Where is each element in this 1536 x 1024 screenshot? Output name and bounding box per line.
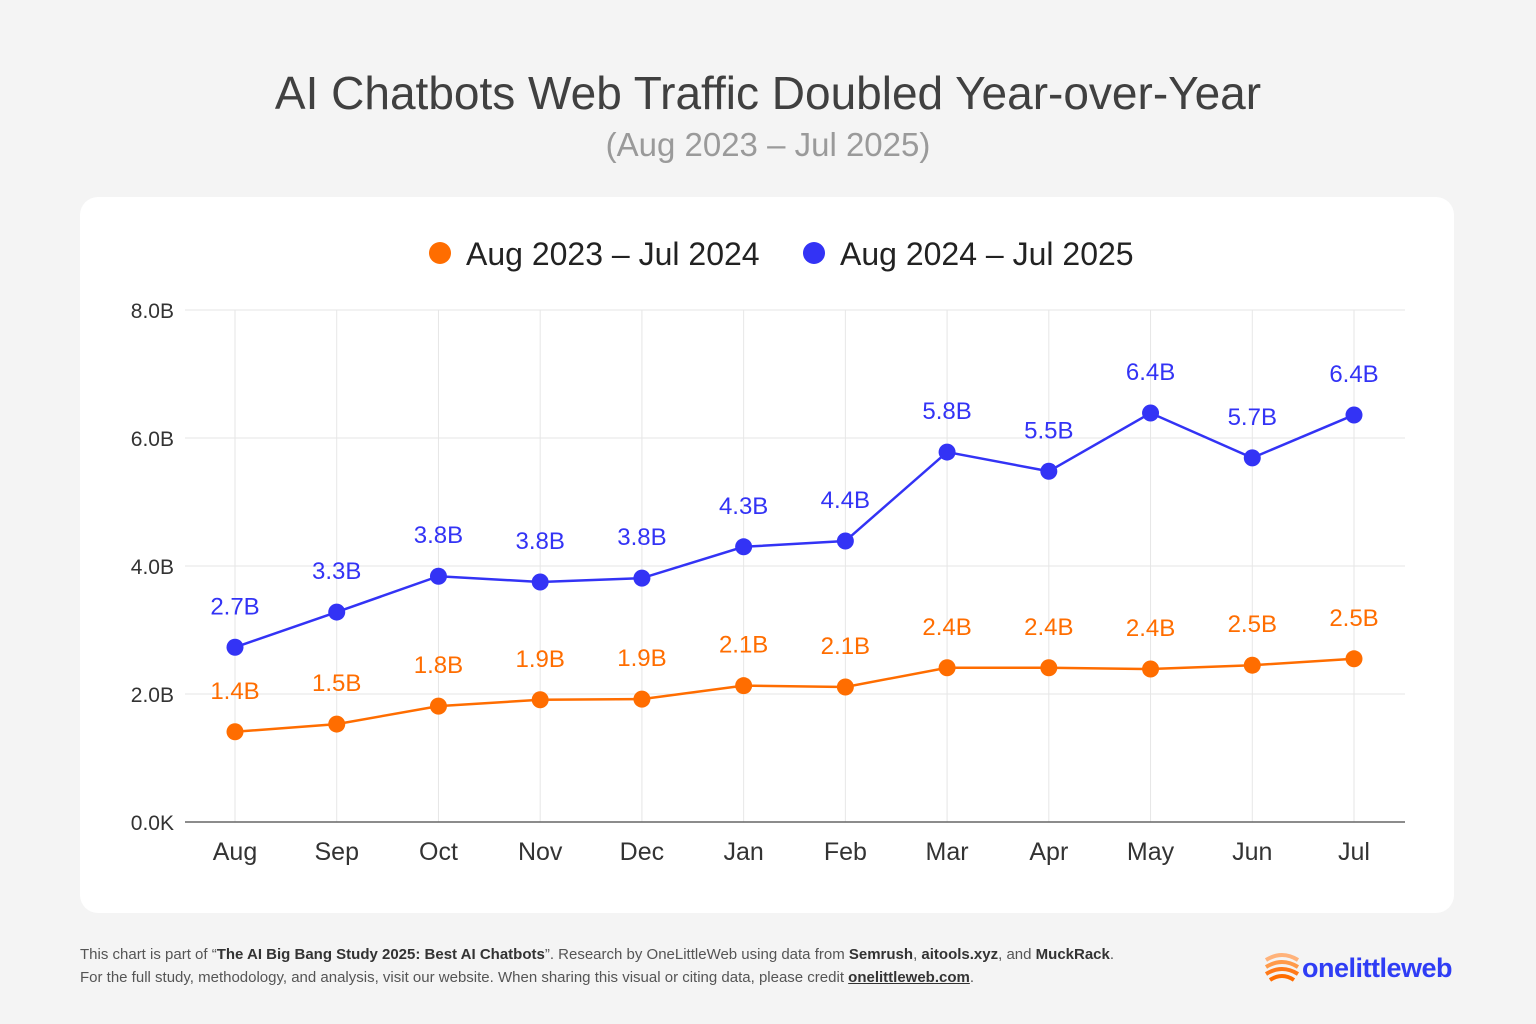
y-tick-label: 6.0B	[131, 428, 174, 451]
x-tick-label: Apr	[1029, 838, 1068, 866]
data-point	[226, 723, 244, 741]
data-label: 2.7B	[210, 593, 259, 620]
y-tick-label: 4.0B	[131, 556, 174, 579]
logo-mark-icon	[1264, 953, 1300, 982]
data-point	[1040, 659, 1058, 677]
legend-marker	[803, 242, 825, 264]
data-label: 2.5B	[1228, 611, 1277, 638]
data-point	[1142, 660, 1160, 678]
data-point	[735, 677, 753, 695]
footer-note: This chart is part of “The AI Big Bang S…	[80, 943, 1114, 989]
data-point	[633, 569, 651, 587]
data-label: 3.8B	[617, 524, 666, 551]
data-label: 3.8B	[515, 528, 564, 555]
data-label: 4.4B	[821, 487, 870, 514]
data-label: 2.1B	[821, 633, 870, 660]
data-label: 2.5B	[1329, 605, 1378, 632]
data-point	[633, 690, 651, 708]
data-point	[328, 715, 346, 733]
data-point	[836, 532, 854, 550]
data-point	[531, 691, 549, 709]
series-line	[234, 411, 1355, 649]
data-label: 2.4B	[1024, 614, 1073, 641]
chart-subtitle: (Aug 2023 – Jul 2025)	[605, 126, 931, 163]
data-label: 1.9B	[617, 645, 666, 672]
footer-line-1: This chart is part of “The AI Big Bang S…	[80, 946, 1115, 963]
data-point	[1040, 462, 1058, 480]
legend-label: Aug 2024 – Jul 2025	[840, 236, 1134, 272]
data-point	[1243, 449, 1261, 467]
data-label: 2.1B	[719, 632, 768, 659]
data-label: 1.4B	[210, 678, 259, 705]
data-point	[429, 567, 447, 585]
x-tick-label: May	[1127, 838, 1175, 866]
onelittleweb-logo: onelittleweb	[1262, 950, 1453, 986]
data-label: 1.9B	[515, 646, 564, 673]
chart-title: AI Chatbots Web Traffic Doubled Year-ove…	[274, 67, 1262, 119]
data-point	[735, 538, 753, 556]
x-tick-label: Jun	[1232, 838, 1272, 866]
data-label: 6.4B	[1126, 359, 1175, 386]
data-label: 6.4B	[1329, 361, 1378, 388]
x-tick-label: Dec	[620, 838, 664, 866]
data-label: 2.4B	[1126, 615, 1175, 642]
y-tick-label: 8.0B	[131, 300, 174, 323]
data-label: 5.5B	[1024, 417, 1073, 444]
x-tick-label: Feb	[824, 838, 867, 866]
data-label: 4.3B	[719, 493, 768, 520]
data-point	[1345, 650, 1363, 668]
data-label: 5.7B	[1228, 404, 1277, 431]
data-point	[429, 697, 447, 715]
data-label: 5.8B	[922, 398, 971, 425]
x-tick-label: Sep	[314, 838, 358, 866]
chart-card	[80, 197, 1454, 913]
legend-marker	[429, 242, 451, 264]
data-point	[938, 443, 956, 461]
data-point	[938, 659, 956, 677]
data-point	[1345, 406, 1363, 424]
footer-line-2: For the full study, methodology, and ana…	[80, 969, 975, 986]
x-tick-label: Mar	[926, 838, 969, 866]
data-point	[226, 638, 244, 656]
data-point	[836, 678, 854, 696]
x-tick-label: Aug	[213, 838, 257, 866]
x-tick-label: Jul	[1338, 838, 1370, 866]
x-tick-label: Oct	[419, 838, 458, 866]
data-label: 1.5B	[312, 670, 361, 697]
data-label: 3.3B	[312, 558, 361, 585]
data-label: 3.8B	[414, 522, 463, 549]
logo-text: onelittleweb	[1302, 952, 1453, 983]
y-tick-label: 0.0K	[131, 812, 174, 835]
series-line	[234, 657, 1355, 734]
y-tick-label: 2.0B	[131, 684, 174, 707]
data-label: 1.8B	[414, 652, 463, 679]
data-label: 2.4B	[922, 614, 971, 641]
data-point	[1243, 656, 1261, 674]
x-tick-label: Jan	[723, 838, 763, 866]
data-point	[531, 573, 549, 591]
data-point	[328, 603, 346, 621]
legend-label: Aug 2023 – Jul 2024	[466, 236, 760, 272]
website-link[interactable]: onelittleweb.com	[848, 969, 970, 986]
data-point	[1142, 404, 1160, 422]
x-tick-label: Nov	[518, 838, 563, 866]
